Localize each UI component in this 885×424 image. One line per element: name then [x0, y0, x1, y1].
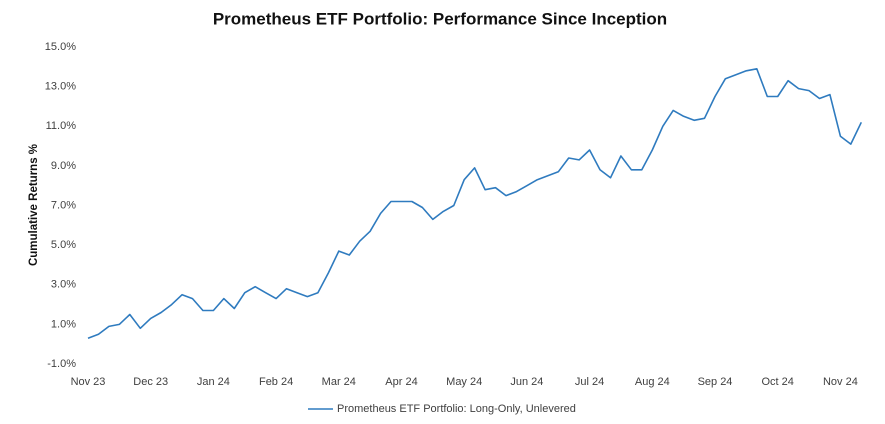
- y-tick-label: 1.0%: [51, 318, 76, 330]
- chart-title: Prometheus ETF Portfolio: Performance Si…: [213, 9, 667, 28]
- y-tick-label: 7.0%: [51, 199, 76, 211]
- x-tick-label: Nov 23: [71, 376, 106, 388]
- x-tick-label: Oct 24: [761, 376, 793, 388]
- x-tick-label: Nov 24: [823, 376, 858, 388]
- x-tick-label: Mar 24: [322, 376, 356, 388]
- y-tick-label: 15.0%: [45, 41, 76, 53]
- x-tick-label: Dec 23: [133, 376, 168, 388]
- x-tick-label: Jun 24: [510, 376, 543, 388]
- y-tick-label: 13.0%: [45, 81, 76, 93]
- y-tick-label: 3.0%: [51, 279, 76, 291]
- legend-label: Prometheus ETF Portfolio: Long-Only, Unl…: [337, 403, 576, 415]
- x-tick-label: Aug 24: [635, 376, 670, 388]
- x-tick-label: Jan 24: [197, 376, 230, 388]
- y-tick-label: -1.0%: [47, 358, 76, 370]
- y-tick-label: 9.0%: [51, 160, 76, 172]
- x-tick-label: Apr 24: [385, 376, 417, 388]
- series-line: [87, 68, 863, 339]
- y-tick-label: 5.0%: [51, 239, 76, 251]
- x-tick-label: Sep 24: [698, 376, 733, 388]
- x-tick-label: Jul 24: [575, 376, 604, 388]
- x-tick-label: Feb 24: [259, 376, 293, 388]
- y-tick-label: 11.0%: [46, 120, 77, 132]
- x-tick-label: May 24: [446, 376, 482, 388]
- y-axis-label: Cumulative Returns %: [28, 144, 40, 266]
